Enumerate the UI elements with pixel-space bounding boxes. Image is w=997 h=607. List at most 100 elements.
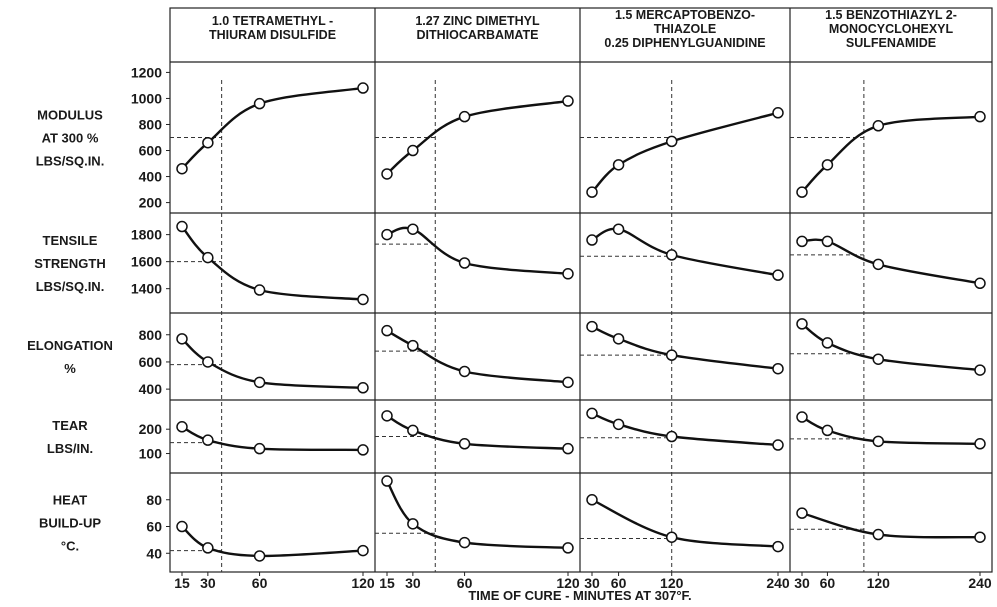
point-4-2-0 (586, 494, 598, 506)
point-0-3-0 (796, 186, 808, 198)
y-tick-label-1-1: 1600 (131, 254, 162, 270)
x-tick-label-0-0: 15 (174, 575, 190, 591)
y-tick-label-4-0: 40 (146, 545, 162, 561)
curve-0-0 (181, 86, 364, 170)
x-tick-label-3-1: 60 (820, 575, 836, 591)
curve-3-1 (386, 414, 569, 450)
figure-frame (169, 7, 993, 573)
point-4-1-0 (381, 475, 393, 487)
point-4-1-1 (407, 518, 419, 530)
point-0-2-1 (612, 159, 625, 171)
point-3-1-2 (458, 438, 471, 450)
point-0-2-3 (772, 107, 784, 119)
y-tick-label-1-0: 1400 (131, 281, 162, 297)
point-4-0-3 (357, 544, 369, 557)
y-tick-label-3-1: 200 (139, 421, 163, 437)
point-1-1-2 (458, 257, 471, 269)
point-4-2-2 (772, 540, 784, 553)
curve-3-2 (591, 412, 779, 447)
curve-4-3 (801, 511, 981, 539)
point-0-1-1 (407, 144, 419, 157)
point-0-3-2 (872, 120, 885, 132)
point-1-1-0 (381, 228, 393, 241)
row-label-1-line-0: TENSILE (43, 233, 98, 248)
point-2-3-3 (974, 364, 986, 376)
point-4-0-2 (253, 550, 266, 562)
y-tick-label-0-0: 200 (139, 195, 163, 211)
y-tick-label-2-1: 600 (139, 354, 163, 370)
y-tick-label-0-3: 800 (139, 116, 163, 132)
x-tick-label-0-2: 60 (252, 575, 268, 591)
column-header-3-line-1: MONOCYCLOHEXYL (829, 22, 954, 36)
x-axis-label: TIME OF CURE - MINUTES AT 307°F. (468, 588, 691, 603)
point-2-3-1 (821, 337, 834, 349)
point-3-3-1 (821, 424, 834, 437)
y-tick-label-4-2: 80 (146, 492, 162, 508)
point-4-0-1 (202, 542, 214, 554)
x-tick-label-2-0: 30 (584, 575, 600, 591)
y-tick-labels: 200 400 600 800 1000 1200 1400 1600 1800 400 600 80… (131, 64, 170, 561)
point-0-1-2 (458, 110, 471, 123)
row-label-2-line-0: ELONGATION (27, 338, 113, 353)
curve-2-0 (181, 337, 364, 389)
row-label-3-line-0: TEAR (52, 418, 88, 433)
point-2-3-2 (872, 353, 885, 365)
point-1-2-1 (612, 223, 625, 235)
point-2-2-1 (612, 333, 625, 345)
x-tick-label-2-3: 240 (766, 575, 790, 591)
x-tick-label-0-1: 30 (200, 575, 216, 591)
point-0-2-0 (586, 186, 598, 198)
point-3-3-3 (974, 438, 986, 450)
point-0-3-3 (974, 110, 986, 123)
point-1-0-2 (253, 284, 266, 296)
data-points (176, 82, 986, 562)
point-2-1-1 (407, 339, 419, 352)
y-tick-label-2-2: 800 (139, 327, 163, 343)
curve-4-2 (591, 498, 779, 548)
curve-0-1 (386, 99, 569, 175)
y-tick-label-2-0: 400 (139, 381, 163, 397)
point-3-1-0 (381, 410, 393, 422)
point-3-0-0 (176, 421, 188, 433)
point-0-1-3 (562, 95, 574, 107)
point-4-0-0 (176, 520, 188, 533)
curve-2-3 (801, 322, 981, 372)
point-2-0-1 (202, 356, 214, 368)
row-label-4-line-0: HEAT (53, 493, 87, 508)
row-label-1-line-2: LBS/SQ.IN. (36, 279, 105, 294)
x-tick-label-1-1: 30 (405, 575, 421, 591)
curve-4-0 (181, 525, 364, 558)
column-header-2-line-2: 0.25 DIPHENYLGUANIDINE (604, 36, 765, 50)
curve-0-2 (591, 111, 779, 194)
point-1-3-1 (821, 235, 834, 248)
point-2-2-2 (665, 349, 678, 361)
point-0-0-0 (176, 162, 188, 175)
x-tick-label-3-3: 240 (968, 575, 992, 591)
point-0-0-3 (357, 82, 369, 94)
row-label-3-line-1: LBS/IN. (47, 441, 93, 456)
point-3-3-0 (796, 411, 808, 423)
point-3-2-0 (586, 407, 598, 420)
point-2-0-0 (176, 333, 188, 345)
x-tick-label-1-3: 120 (556, 575, 580, 591)
curve-4-1 (385, 480, 569, 550)
curve-1-2 (591, 227, 779, 277)
row-label-0-line-1: AT 300 % (42, 131, 99, 146)
x-tick-label-1-0: 15 (379, 575, 395, 591)
x-tick-label-0-3: 120 (351, 575, 375, 591)
point-1-1-3 (562, 268, 574, 280)
point-4-3-1 (872, 528, 885, 541)
x-tick-labels: 15 30 60 120 15 30 60 120 30 60 120 240 30 60 120 240 (174, 572, 992, 591)
point-1-0-3 (357, 293, 369, 306)
point-3-1-3 (562, 442, 574, 455)
point-4-3-0 (796, 507, 808, 519)
column-header-1-line-1: DITHIOCARBAMATE (417, 28, 539, 42)
x-tick-label-3-0: 30 (794, 575, 810, 591)
point-0-0-2 (253, 97, 266, 110)
point-0-1-0 (381, 168, 393, 180)
curve-1-3 (801, 238, 981, 285)
reference-lines (170, 80, 865, 572)
point-4-1-3 (562, 542, 574, 554)
row-label-2-line-1: % (64, 361, 76, 376)
